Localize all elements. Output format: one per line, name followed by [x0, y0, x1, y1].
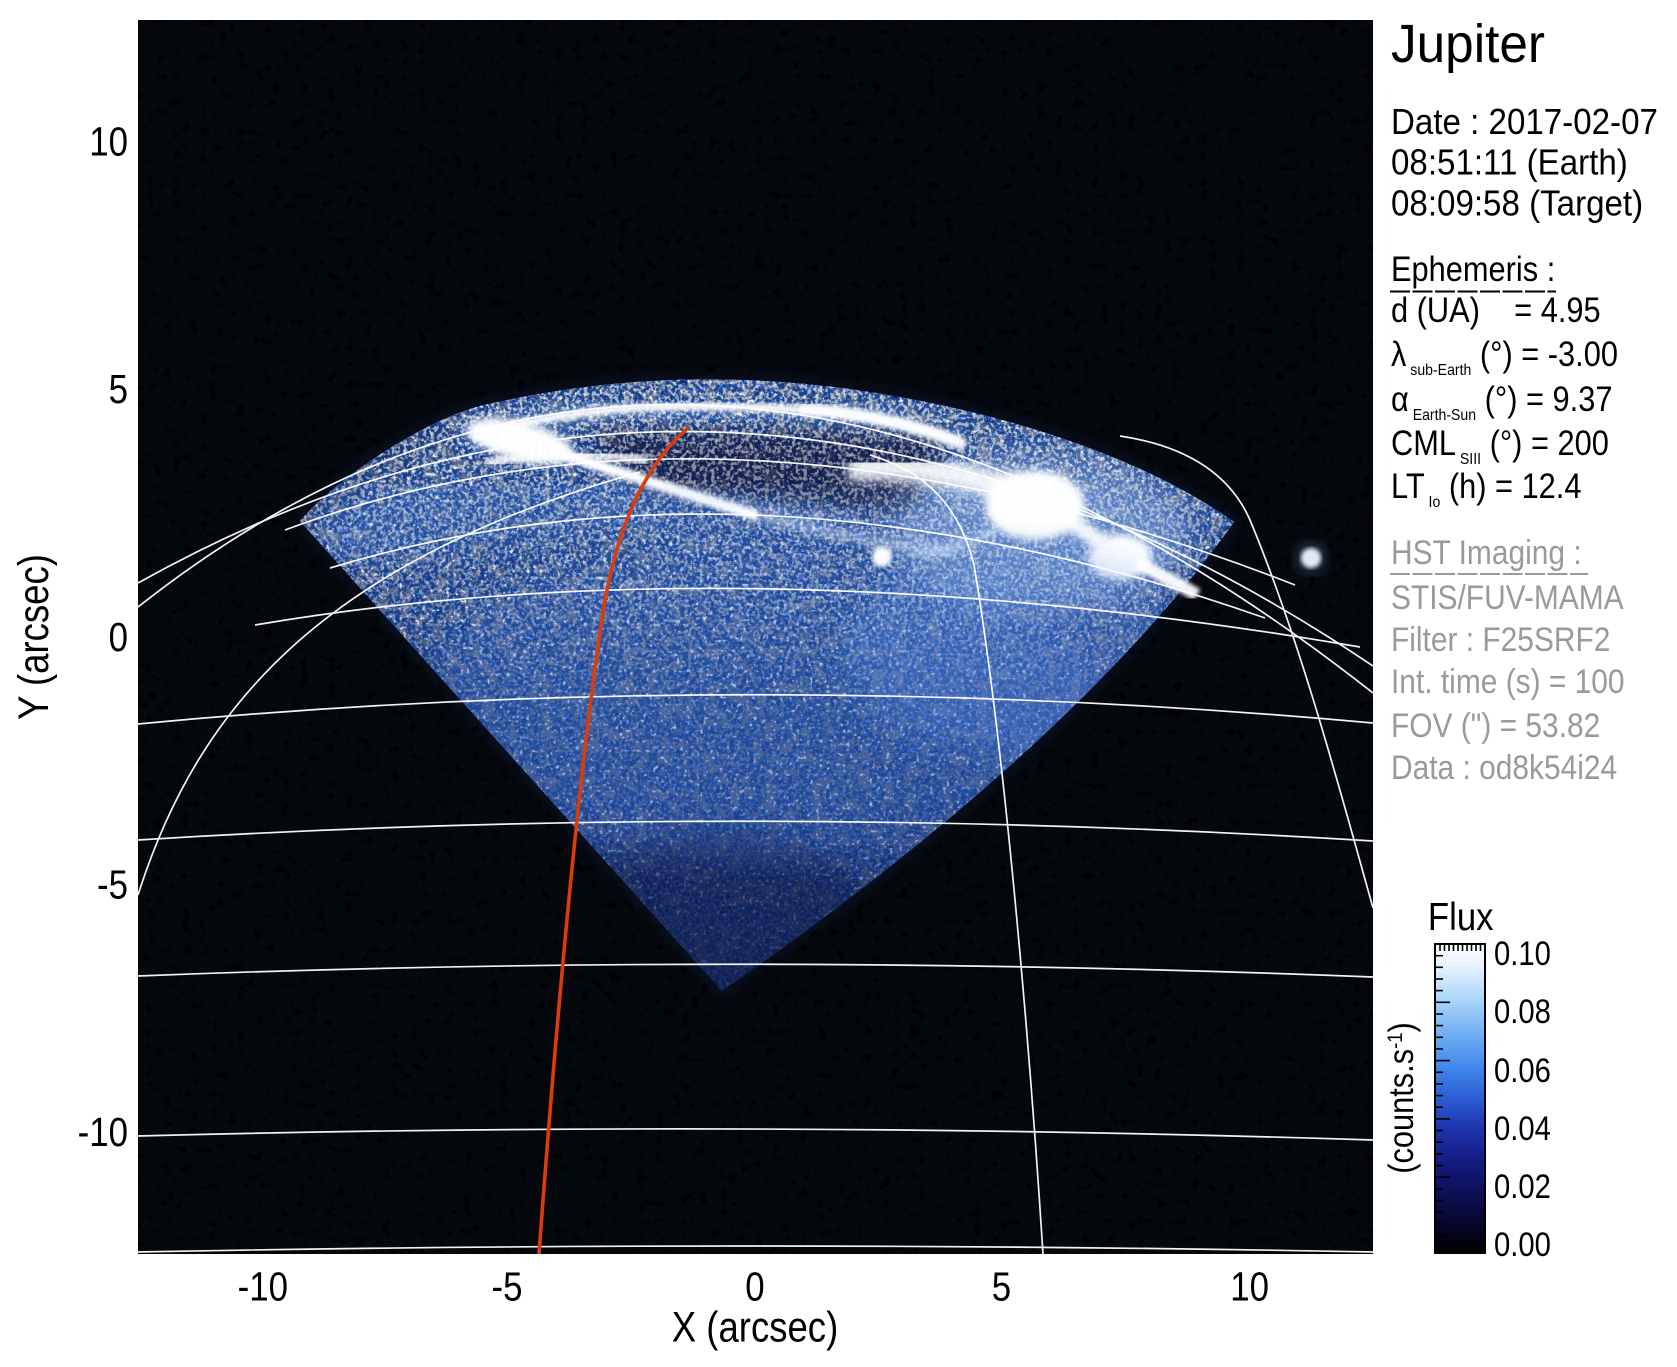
svg-text:0.04: 0.04	[1494, 1109, 1551, 1148]
svg-text:d (UA) = 4.95: d (UA) = 4.95	[1391, 290, 1601, 329]
svg-text:CML SIII (°) = 200: CML SIII (°) = 200	[1391, 423, 1609, 468]
svg-text:-10: -10	[78, 1110, 128, 1155]
svg-text:0.08: 0.08	[1494, 992, 1551, 1031]
svg-text:5: 5	[992, 1265, 1011, 1310]
svg-text:0.10: 0.10	[1494, 934, 1551, 973]
svg-text:10: 10	[1230, 1265, 1269, 1310]
svg-text:Int. time (s) = 100: Int. time (s) = 100	[1391, 662, 1625, 700]
svg-text:08:51:11 (Earth): 08:51:11 (Earth)	[1391, 143, 1628, 183]
svg-text:-5: -5	[492, 1265, 523, 1310]
svg-text:LT Io (h) = 12.4: LT Io (h) = 12.4	[1391, 466, 1581, 511]
svg-text:0: 0	[745, 1265, 764, 1310]
svg-text:Jupiter: Jupiter	[1391, 14, 1545, 74]
svg-text:Flux: Flux	[1428, 895, 1494, 938]
svg-text:Y (arcsec): Y (arcsec)	[10, 554, 57, 720]
svg-text:X (arcsec): X (arcsec)	[672, 1304, 838, 1351]
svg-text:0.00: 0.00	[1494, 1225, 1551, 1264]
svg-text:-5: -5	[97, 863, 128, 908]
svg-text:10: 10	[89, 120, 128, 165]
svg-text:Ephemeris :: Ephemeris :	[1391, 249, 1555, 288]
svg-text:Date : 2017-02-07: Date : 2017-02-07	[1391, 103, 1658, 143]
svg-text:0: 0	[109, 615, 128, 660]
svg-text:0.06: 0.06	[1494, 1051, 1551, 1090]
svg-text:5: 5	[109, 367, 128, 412]
svg-text:-10: -10	[238, 1265, 288, 1310]
svg-text:STIS/FUV-MAMA: STIS/FUV-MAMA	[1391, 578, 1624, 616]
svg-text:08:09:58 (Target): 08:09:58 (Target)	[1391, 184, 1643, 224]
svg-text:HST Imaging :: HST Imaging :	[1391, 533, 1582, 571]
svg-text:0.02: 0.02	[1494, 1167, 1551, 1206]
svg-text:FOV (") = 53.82: FOV (") = 53.82	[1391, 706, 1600, 744]
svg-text:Filter : F25SRF2: Filter : F25SRF2	[1391, 620, 1610, 658]
svg-text:Data : od8k54i24: Data : od8k54i24	[1391, 748, 1617, 786]
